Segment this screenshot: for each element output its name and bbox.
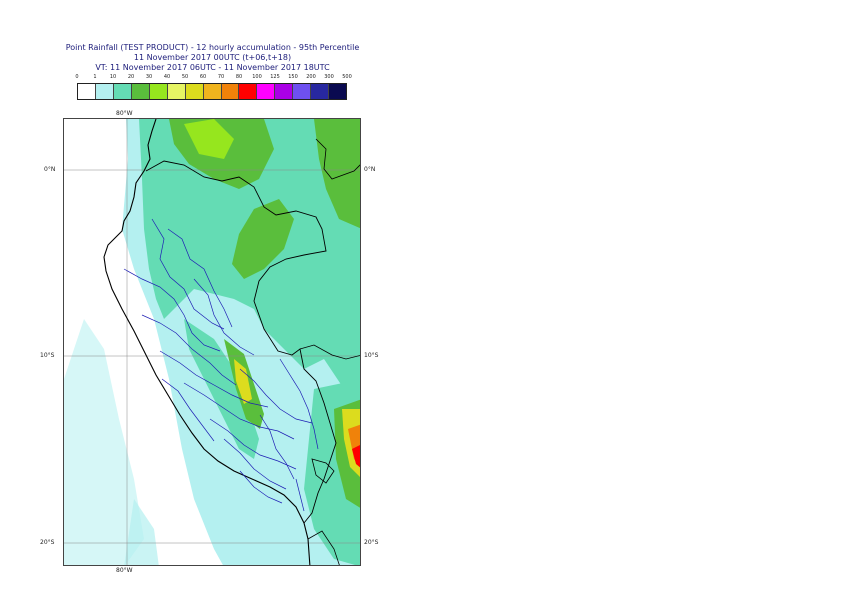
legend-tick-label: 50 (181, 74, 189, 80)
legend-tick-labels: 0 1 10 20 30 40 50 60 70 80 100 125 150 200 300 500 (75, 74, 351, 83)
legend-tick-label: 30 (145, 74, 153, 80)
legend-tick-label: 300 (324, 74, 334, 80)
lon-label-bottom: 80°W (116, 567, 133, 574)
border-chile-bolivia (307, 530, 340, 565)
legend-swatch (329, 84, 347, 99)
lat-label-right-10: 10°S (364, 352, 379, 359)
title-line-3: VT: 11 November 2017 06UTC - 11 November… (95, 63, 330, 72)
legend-swatch (95, 84, 114, 99)
legend-swatch (78, 84, 96, 99)
light-rain-patch-south (124, 499, 159, 565)
lat-label-right-0: 0°N (364, 166, 376, 173)
legend-swatch (167, 84, 186, 99)
rainfall-legend: 0 1 10 20 30 40 50 60 70 80 100 125 150 200 300 500 (75, 74, 352, 102)
legend-swatch (275, 84, 294, 99)
region-boundaries (123, 218, 319, 512)
lat-label-right-20: 20°S (364, 539, 379, 546)
legend-tick-label: 150 (288, 74, 298, 80)
legend-tick-label: 0 (75, 74, 79, 80)
legend-tick-label: 40 (163, 74, 171, 80)
title-line-2: 11 November 2017 00UTC (t+06,t+18) (133, 53, 292, 62)
legend-swatch (221, 84, 240, 99)
map-svg (64, 119, 360, 565)
legend-swatch (239, 84, 258, 99)
legend-swatch (311, 84, 330, 99)
legend-tick-label: 500 (342, 74, 352, 80)
title-line-1: Point Rainfall (TEST PRODUCT) - 12 hourl… (65, 43, 360, 52)
legend-tick-label: 70 (217, 74, 225, 80)
legend-tick-label: 100 (252, 74, 262, 80)
legend-tick-label: 200 (306, 74, 316, 80)
border-brazil-bolivia (299, 344, 360, 360)
legend-swatch (185, 84, 204, 99)
legend-swatch (113, 84, 132, 99)
lat-label-left-20: 20°S (40, 539, 55, 546)
coastline (103, 119, 311, 565)
map-title: Point Rainfall (TEST PRODUCT) - 12 hourl… (40, 43, 385, 73)
legend-tick-label: 80 (235, 74, 243, 80)
lon-label-top: 80°W (116, 110, 133, 117)
rain-20mm-center (232, 199, 294, 279)
rain-100mm-core (352, 445, 360, 468)
lat-label-left-10: 10°S (40, 352, 55, 359)
legend-tick-label: 20 (127, 74, 135, 80)
map-panel[interactable] (63, 118, 361, 566)
country-border-peru (145, 160, 337, 524)
rain-30mm-north (184, 119, 234, 159)
lat-label-left-0: 0°N (44, 166, 56, 173)
legend-swatch (293, 84, 312, 99)
legend-tick-label: 10 (109, 74, 117, 80)
legend-swatch (131, 84, 150, 99)
legend-tick-label: 60 (199, 74, 207, 80)
legend-swatch (203, 84, 222, 99)
legend-swatch (149, 84, 168, 99)
legend-swatch (257, 84, 276, 99)
legend-tick-label: 125 (270, 74, 280, 80)
rain-20mm-northeast (314, 119, 360, 229)
legend-color-bar (77, 83, 347, 100)
rain-50mm-ridge (234, 359, 252, 404)
light-rain-patch (64, 319, 144, 565)
lake-titicaca (311, 458, 335, 484)
border-colombia-brazil (315, 138, 360, 180)
legend-tick-label: 1 (93, 74, 97, 80)
